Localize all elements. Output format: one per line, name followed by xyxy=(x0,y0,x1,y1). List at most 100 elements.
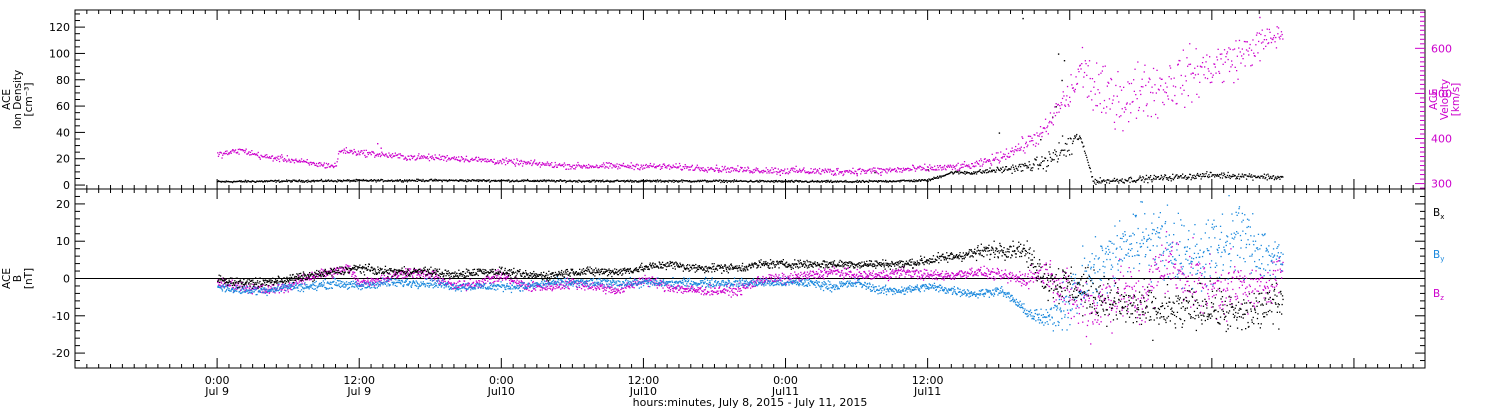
data-point xyxy=(587,168,588,169)
data-point xyxy=(559,286,560,287)
data-point xyxy=(908,271,909,272)
data-point xyxy=(566,169,567,170)
data-point xyxy=(712,294,713,295)
data-point xyxy=(985,158,986,159)
data-point xyxy=(1175,86,1176,87)
data-point xyxy=(1090,78,1091,79)
data-point xyxy=(1118,182,1119,183)
data-point xyxy=(564,162,565,163)
data-point xyxy=(763,170,764,171)
data-point xyxy=(1039,134,1040,135)
data-point xyxy=(823,278,824,279)
data-point xyxy=(1150,175,1151,176)
data-point xyxy=(1075,308,1076,309)
data-point xyxy=(593,289,594,290)
data-point xyxy=(1102,289,1103,290)
data-point xyxy=(562,164,563,165)
data-point xyxy=(1095,105,1096,106)
data-point xyxy=(388,152,389,153)
data-point xyxy=(807,272,808,273)
data-point xyxy=(980,158,981,159)
data-point xyxy=(246,182,247,183)
data-point xyxy=(528,290,529,291)
data-point xyxy=(877,168,878,169)
data-point xyxy=(962,164,963,165)
data-point xyxy=(901,274,902,275)
data-point xyxy=(877,172,878,173)
data-point xyxy=(790,273,791,274)
data-point xyxy=(1152,92,1153,93)
data-point xyxy=(1014,169,1015,170)
data-point xyxy=(989,170,990,171)
data-point xyxy=(1054,149,1055,150)
data-point xyxy=(591,167,592,168)
data-point xyxy=(1237,56,1238,57)
data-point xyxy=(806,277,807,278)
data-point xyxy=(249,154,250,155)
data-point xyxy=(409,268,410,269)
data-point xyxy=(479,280,480,281)
data-point xyxy=(1264,39,1265,40)
data-point xyxy=(619,168,620,169)
data-point xyxy=(971,172,972,173)
data-point xyxy=(1235,175,1236,176)
data-point xyxy=(1018,166,1019,167)
data-point xyxy=(1063,154,1064,155)
data-point xyxy=(608,168,609,169)
data-point xyxy=(805,276,806,277)
data-point xyxy=(1059,105,1060,106)
data-point xyxy=(900,273,901,274)
data-point xyxy=(1052,283,1053,284)
data-point xyxy=(656,285,657,286)
data-point xyxy=(409,270,410,271)
data-point xyxy=(1128,297,1129,298)
data-point xyxy=(1193,175,1194,176)
data-point xyxy=(970,274,971,275)
data-point xyxy=(501,163,502,164)
data-point xyxy=(1075,76,1076,77)
data-point xyxy=(424,278,425,279)
data-point xyxy=(1242,174,1243,175)
data-point xyxy=(1094,319,1095,320)
data-point xyxy=(1272,39,1273,40)
data-point xyxy=(1020,281,1021,282)
data-point xyxy=(1253,53,1254,54)
data-point xyxy=(660,169,661,170)
data-point xyxy=(427,158,428,159)
data-point xyxy=(871,275,872,276)
data-point xyxy=(800,172,801,173)
data-point xyxy=(1048,151,1049,152)
data-point xyxy=(1145,321,1146,322)
data-point xyxy=(1207,78,1208,79)
data-point xyxy=(1085,153,1086,154)
data-point xyxy=(1246,179,1247,180)
data-point xyxy=(965,171,966,172)
data-point xyxy=(838,173,839,174)
data-point xyxy=(937,176,938,177)
data-point xyxy=(792,169,793,170)
data-point xyxy=(1116,114,1117,115)
data-point xyxy=(432,155,433,156)
data-point xyxy=(435,154,436,155)
data-point xyxy=(1172,174,1173,175)
data-point xyxy=(667,287,668,288)
data-point xyxy=(1042,161,1043,162)
data-point xyxy=(1019,277,1020,278)
data-point xyxy=(1137,98,1138,99)
data-point xyxy=(1011,151,1012,152)
data-point xyxy=(681,286,682,287)
data-point xyxy=(863,278,864,279)
data-point xyxy=(752,172,753,173)
data-point xyxy=(600,284,601,285)
data-point xyxy=(868,182,869,183)
data-point xyxy=(548,163,549,164)
data-point xyxy=(848,172,849,173)
data-point xyxy=(497,160,498,161)
data-point xyxy=(325,273,326,274)
data-point xyxy=(857,180,858,181)
data-point xyxy=(1242,48,1243,49)
data-point xyxy=(804,170,805,171)
data-point xyxy=(1049,121,1050,122)
data-point xyxy=(579,287,580,288)
data-point xyxy=(686,168,687,169)
